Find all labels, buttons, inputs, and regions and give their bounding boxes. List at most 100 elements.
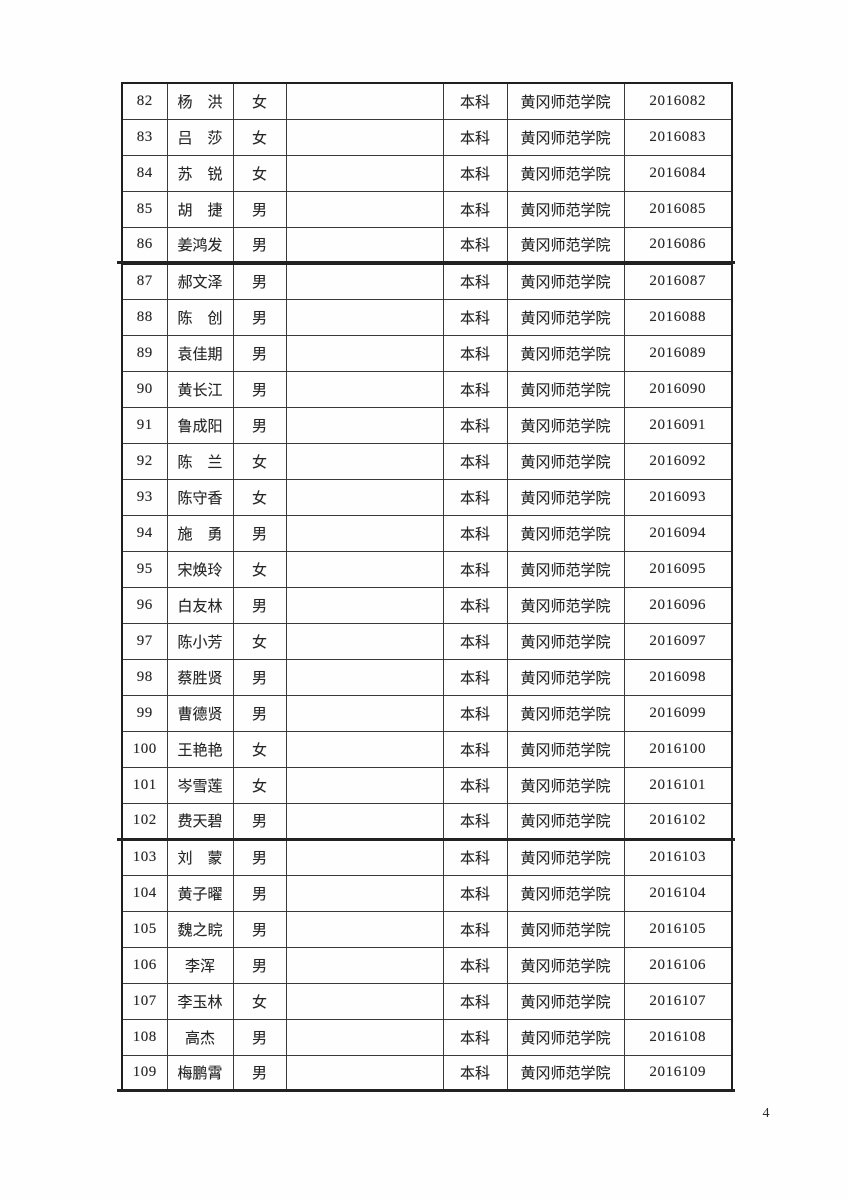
- student-roster-table: 82 杨 洪 女 本科 黄冈师范学院 2016082 83 吕 莎 女 本科 黄…: [121, 82, 733, 1092]
- cell-empty: [285, 766, 444, 804]
- table-row: 91 鲁成阳 男 本科 黄冈师范学院 2016091: [121, 406, 733, 444]
- cell-row-number: 105: [121, 910, 168, 948]
- cell-school: 黄冈师范学院: [506, 406, 625, 444]
- table-row: 106 李浑 男 本科 黄冈师范学院 2016106: [121, 946, 733, 984]
- cell-degree: 本科: [442, 982, 508, 1020]
- cell-empty: [285, 262, 444, 300]
- table-row: 95 宋焕玲 女 本科 黄冈师范学院 2016095: [121, 550, 733, 588]
- table-row: 86 姜鸿发 男 本科 黄冈师范学院 2016086: [121, 226, 733, 265]
- cell-row-number: 93: [121, 478, 168, 516]
- table-row: 88 陈 创 男 本科 黄冈师范学院 2016088: [121, 298, 733, 336]
- cell-row-number: 106: [121, 946, 168, 984]
- cell-school: 黄冈师范学院: [506, 478, 625, 516]
- cell-row-number: 87: [121, 262, 168, 300]
- cell-empty: [285, 550, 444, 588]
- cell-degree: 本科: [442, 442, 508, 480]
- cell-gender: 男: [232, 262, 287, 300]
- cell-gender: 男: [232, 1018, 287, 1056]
- cell-student-id: 2016095: [623, 550, 733, 588]
- cell-student-id: 2016104: [623, 874, 733, 912]
- cell-gender: 男: [232, 910, 287, 948]
- cell-degree: 本科: [442, 694, 508, 732]
- cell-empty: [285, 622, 444, 660]
- cell-empty: [285, 514, 444, 552]
- section-divider: [117, 838, 735, 841]
- cell-empty: [285, 406, 444, 444]
- cell-degree: 本科: [442, 766, 508, 804]
- cell-empty: [285, 442, 444, 480]
- cell-student-id: 2016093: [623, 478, 733, 516]
- cell-gender: 男: [232, 838, 287, 876]
- table-row: 94 施 勇 男 本科 黄冈师范学院 2016094: [121, 514, 733, 552]
- table-row: 96 白友林 男 本科 黄冈师范学院 2016096: [121, 586, 733, 624]
- roster-table-body: 82 杨 洪 女 本科 黄冈师范学院 2016082 83 吕 莎 女 本科 黄…: [121, 82, 733, 1092]
- table-row: 108 高杰 男 本科 黄冈师范学院 2016108: [121, 1018, 733, 1056]
- cell-degree: 本科: [442, 82, 508, 120]
- cell-name: 魏之睆: [166, 910, 234, 948]
- cell-degree: 本科: [442, 946, 508, 984]
- cell-degree: 本科: [442, 406, 508, 444]
- table-row: 107 李玉林 女 本科 黄冈师范学院 2016107: [121, 982, 733, 1020]
- cell-empty: [285, 1018, 444, 1056]
- cell-gender: 女: [232, 622, 287, 660]
- cell-gender: 男: [232, 514, 287, 552]
- cell-name: 曹德贤: [166, 694, 234, 732]
- cell-name: 袁佳期: [166, 334, 234, 372]
- cell-row-number: 103: [121, 838, 168, 876]
- table-row: 109 梅鹏霄 男 本科 黄冈师范学院 2016109: [121, 1054, 733, 1092]
- cell-degree: 本科: [442, 1054, 508, 1092]
- cell-name: 黄子曜: [166, 874, 234, 912]
- table-row: 100 王艳艳 女 本科 黄冈师范学院 2016100: [121, 730, 733, 768]
- cell-name: 白友林: [166, 586, 234, 624]
- cell-degree: 本科: [442, 478, 508, 516]
- cell-school: 黄冈师范学院: [506, 190, 625, 228]
- cell-student-id: 2016107: [623, 982, 733, 1020]
- cell-gender: 男: [232, 658, 287, 696]
- cell-row-number: 97: [121, 622, 168, 660]
- cell-school: 黄冈师范学院: [506, 766, 625, 804]
- cell-name: 胡 捷: [166, 190, 234, 228]
- section-divider: [117, 261, 735, 264]
- cell-student-id: 2016083: [623, 118, 733, 156]
- cell-name: 施 勇: [166, 514, 234, 552]
- cell-name: 陈守香: [166, 478, 234, 516]
- cell-degree: 本科: [442, 262, 508, 300]
- cell-gender: 女: [232, 982, 287, 1020]
- cell-empty: [285, 910, 444, 948]
- cell-name: 吕 莎: [166, 118, 234, 156]
- cell-student-id: 2016106: [623, 946, 733, 984]
- cell-gender: 男: [232, 370, 287, 408]
- cell-row-number: 101: [121, 766, 168, 804]
- cell-school: 黄冈师范学院: [506, 334, 625, 372]
- cell-school: 黄冈师范学院: [506, 694, 625, 732]
- cell-row-number: 102: [121, 802, 168, 841]
- cell-row-number: 104: [121, 874, 168, 912]
- cell-name: 岑雪莲: [166, 766, 234, 804]
- cell-name: 梅鹏霄: [166, 1054, 234, 1092]
- cell-degree: 本科: [442, 334, 508, 372]
- cell-gender: 女: [232, 550, 287, 588]
- cell-empty: [285, 802, 444, 841]
- cell-student-id: 2016099: [623, 694, 733, 732]
- table-row: 105 魏之睆 男 本科 黄冈师范学院 2016105: [121, 910, 733, 948]
- cell-degree: 本科: [442, 802, 508, 841]
- cell-degree: 本科: [442, 622, 508, 660]
- cell-degree: 本科: [442, 658, 508, 696]
- cell-student-id: 2016092: [623, 442, 733, 480]
- cell-school: 黄冈师范学院: [506, 946, 625, 984]
- cell-row-number: 91: [121, 406, 168, 444]
- cell-degree: 本科: [442, 550, 508, 588]
- cell-row-number: 95: [121, 550, 168, 588]
- cell-empty: [285, 982, 444, 1020]
- cell-school: 黄冈师范学院: [506, 514, 625, 552]
- cell-name: 刘 蒙: [166, 838, 234, 876]
- cell-degree: 本科: [442, 370, 508, 408]
- cell-row-number: 85: [121, 190, 168, 228]
- cell-gender: 男: [232, 586, 287, 624]
- cell-student-id: 2016105: [623, 910, 733, 948]
- cell-student-id: 2016088: [623, 298, 733, 336]
- cell-name: 费天碧: [166, 802, 234, 841]
- cell-degree: 本科: [442, 154, 508, 192]
- cell-student-id: 2016082: [623, 82, 733, 120]
